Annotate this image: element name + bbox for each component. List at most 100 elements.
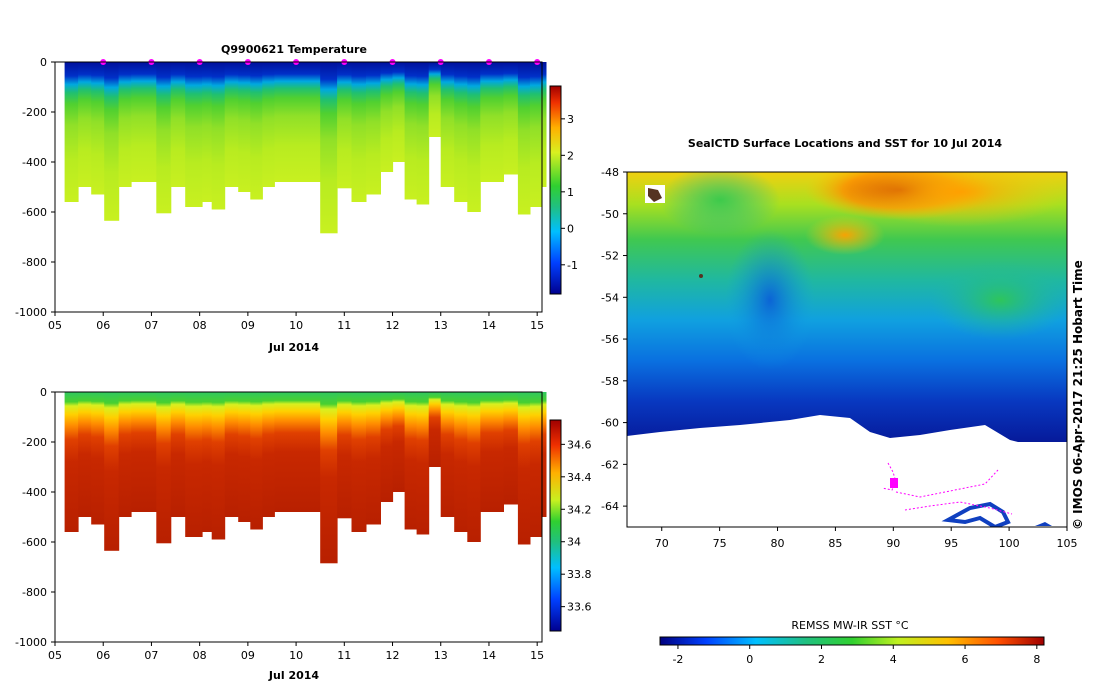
profile-column	[337, 392, 353, 519]
profile-column	[337, 62, 353, 189]
colorbar-tick-label: 34.4	[567, 471, 592, 484]
profile-column	[118, 392, 132, 517]
temperature-y-axis: 0 -200 -400 -600 -800 -1000	[15, 56, 55, 319]
profile-column	[185, 62, 203, 207]
temperature-title: Q9900621 Temperature	[221, 43, 367, 56]
profile-column	[428, 62, 442, 137]
sst-colorbar-tick-label: -2	[672, 653, 683, 666]
colorbar-tick-label: 33.6	[567, 601, 592, 614]
x-tick-label: 06	[96, 319, 110, 332]
temperature-panel: Q9900621 Temperature 05 06 07 08 09 10 11 12 13 1…	[15, 43, 578, 354]
profile-column	[64, 392, 79, 532]
profile-column	[491, 392, 504, 512]
profile-column	[454, 62, 468, 202]
sst-colorbar-tick-label: 0	[746, 653, 753, 666]
y-tick-label: 0	[40, 56, 47, 69]
y-tick-label: -400	[22, 156, 47, 169]
y-tick-label: 0	[40, 386, 47, 399]
lat-tick-label: -50	[601, 208, 619, 221]
profile-column	[224, 62, 239, 187]
lat-tick-label: -56	[601, 333, 619, 346]
sst-colorbar-ticks: -2 0 2 4 6 8	[672, 645, 1040, 666]
y-tick-label: -800	[22, 256, 47, 269]
profile-column	[131, 62, 148, 182]
lon-tick-label: 70	[655, 537, 669, 550]
profile-column	[156, 392, 172, 544]
profile-column	[467, 392, 481, 542]
lat-tick-label: -54	[601, 291, 619, 304]
x-tick-label: 10	[289, 319, 303, 332]
salinity-profiles	[64, 392, 547, 564]
profile-column	[146, 392, 157, 512]
profile-column	[503, 62, 519, 175]
profile-column	[541, 62, 547, 187]
y-tick-label: -400	[22, 486, 47, 499]
profile-column	[131, 392, 148, 512]
colorbar-tick-label: 3	[567, 113, 574, 126]
lon-tick-label: 90	[886, 537, 900, 550]
profile-column	[366, 392, 381, 525]
heard-island	[699, 274, 703, 278]
x-tick-label: 08	[193, 649, 207, 662]
x-tick-label: 11	[337, 319, 351, 332]
profile-column	[440, 62, 455, 187]
lat-tick-label: -48	[601, 166, 619, 179]
profile-column	[480, 392, 492, 512]
x-tick-label: 07	[144, 649, 158, 662]
profile-column	[91, 392, 105, 525]
profile-column	[351, 392, 367, 532]
profile-column	[262, 62, 275, 187]
profile-column	[185, 392, 203, 537]
profile-column	[250, 62, 263, 200]
profile-column	[238, 392, 251, 522]
profile-column	[202, 392, 213, 532]
y-tick-label: -600	[22, 206, 47, 219]
profile-column	[529, 62, 542, 207]
x-tick-label: 14	[482, 319, 496, 332]
profile-column	[91, 62, 105, 195]
salinity-panel: 05 06 07 08 09 10 11 12 13 14 15 0 -200 -400 -600 -800…	[15, 386, 591, 682]
lat-tick-label: -52	[601, 250, 619, 263]
antarctic-coast-east	[1035, 522, 1052, 526]
sst-colorbar-label: REMSS MW-IR SST °C	[791, 619, 909, 632]
colorbar-tick-label: 34.6	[567, 438, 592, 451]
salinity-axes-frame	[54, 391, 543, 643]
y-tick-label: -1000	[15, 636, 47, 649]
colorbar-tick-label: -1	[567, 259, 578, 272]
salinity-colorbar	[549, 419, 562, 632]
profile-column	[118, 62, 132, 187]
profile-column	[440, 392, 455, 517]
profile-column	[78, 62, 92, 187]
colorbar-tick-label: 34.2	[567, 503, 592, 516]
profile-column	[351, 62, 367, 202]
x-tick-label: 12	[386, 649, 400, 662]
lat-tick-label: -62	[601, 458, 619, 471]
profile-column	[64, 62, 79, 202]
profile-column	[416, 62, 430, 205]
profile-column	[392, 62, 406, 162]
profile-column	[503, 392, 519, 505]
profile-column	[541, 392, 547, 517]
salinity-x-label: Jul 2014	[268, 669, 319, 682]
colorbar-tick-label: 2	[567, 149, 574, 162]
lon-tick-label: 75	[713, 537, 727, 550]
lon-tick-label: 80	[771, 537, 785, 550]
colorbar-tick-label: 1	[567, 186, 574, 199]
seal-track-cluster	[890, 478, 898, 488]
sea-ice-mask	[627, 415, 1067, 527]
antarctic-coast	[941, 501, 1011, 527]
green-patch-east	[930, 260, 1067, 340]
x-tick-label: 15	[530, 319, 544, 332]
colorbar-tick-label: 33.8	[567, 568, 592, 581]
profile-column	[78, 392, 92, 517]
temperature-x-label: Jul 2014	[268, 341, 319, 354]
profile-column	[287, 392, 321, 512]
lat-tick-label: -64	[601, 500, 619, 513]
x-tick-label: 05	[48, 649, 62, 662]
cold-tongue	[725, 230, 815, 370]
x-tick-label: 07	[144, 319, 158, 332]
x-tick-label: 13	[434, 319, 448, 332]
x-tick-label: 15	[530, 649, 544, 662]
green-patch-west	[660, 172, 780, 235]
